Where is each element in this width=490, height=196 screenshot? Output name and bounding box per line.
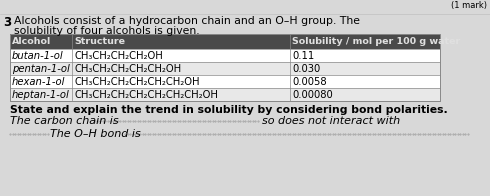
Text: The carbon chain is: The carbon chain is <box>10 116 119 126</box>
Text: CH₃CH₂CH₂CH₂CH₂CH₂CH₂OH: CH₃CH₂CH₂CH₂CH₂CH₂CH₂OH <box>74 90 218 100</box>
Bar <box>10 75 440 88</box>
Text: 0.030: 0.030 <box>292 64 320 74</box>
Text: 0.11: 0.11 <box>292 51 314 61</box>
Text: CH₃CH₂CH₂CH₂OH: CH₃CH₂CH₂CH₂OH <box>74 51 163 61</box>
Bar <box>10 49 440 62</box>
Text: heptan-1-ol: heptan-1-ol <box>12 90 70 100</box>
Text: CH₃CH₂CH₂CH₂CH₂OH: CH₃CH₂CH₂CH₂CH₂OH <box>74 64 181 74</box>
Text: 0.0058: 0.0058 <box>292 76 327 86</box>
Text: State and explain the trend in solubility by considering bond polarities.: State and explain the trend in solubilit… <box>10 105 448 115</box>
Text: butan-1-ol: butan-1-ol <box>12 51 64 61</box>
Text: pentan-1-ol: pentan-1-ol <box>12 64 70 74</box>
Text: The O–H bond is: The O–H bond is <box>50 129 141 139</box>
Bar <box>10 34 440 101</box>
Bar <box>10 88 440 101</box>
Text: 3: 3 <box>3 16 11 29</box>
Text: 0.00080: 0.00080 <box>292 90 333 100</box>
Text: solubility of four alcohols is given.: solubility of four alcohols is given. <box>14 26 199 36</box>
Text: Structure: Structure <box>74 37 125 46</box>
Text: so does not interact with: so does not interact with <box>262 116 400 126</box>
Text: hexan-1-ol: hexan-1-ol <box>12 76 65 86</box>
Text: CH₃CH₂CH₂CH₂CH₂CH₂OH: CH₃CH₂CH₂CH₂CH₂CH₂OH <box>74 76 199 86</box>
Text: (1 mark): (1 mark) <box>451 1 487 10</box>
Bar <box>10 62 440 75</box>
Bar <box>10 34 440 49</box>
Text: Alcohol: Alcohol <box>12 37 51 46</box>
Text: Alcohols consist of a hydrocarbon chain and an O–H group. The: Alcohols consist of a hydrocarbon chain … <box>14 16 360 26</box>
Text: Solubility / mol per 100 g water: Solubility / mol per 100 g water <box>292 37 460 46</box>
